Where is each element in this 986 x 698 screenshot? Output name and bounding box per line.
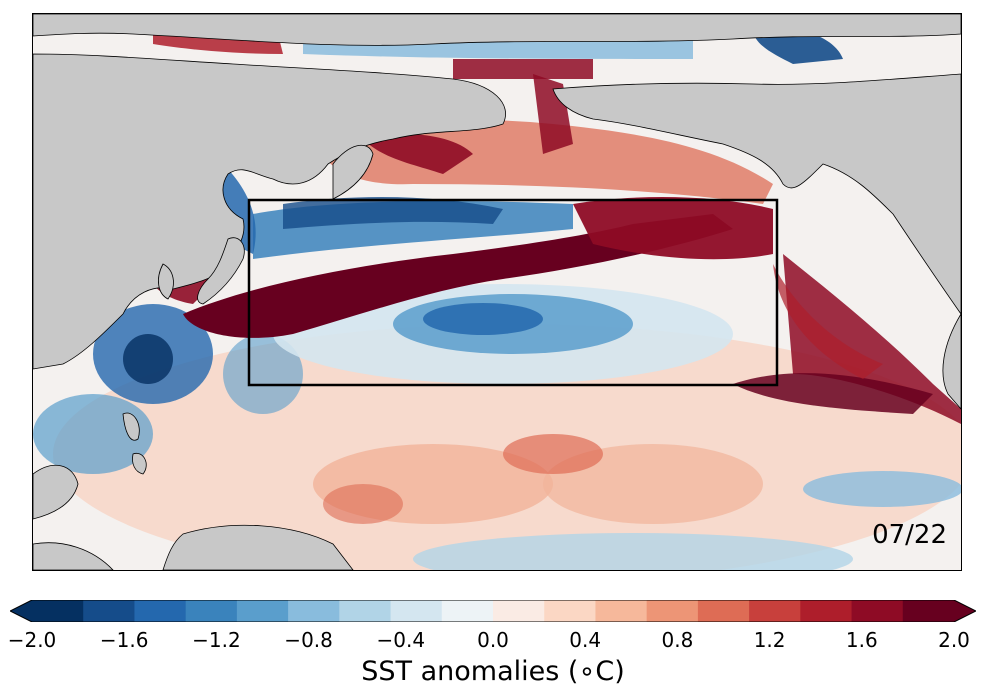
colorbar-tick-label: −2.0 [7, 628, 57, 652]
date-label: 07/22 [872, 520, 947, 550]
colorbar-segment [339, 600, 392, 622]
colorbar-segment [83, 600, 135, 622]
colorbar-segment [697, 600, 750, 622]
colorbar-tick-label: 0.4 [569, 628, 602, 652]
colorbar [10, 600, 976, 622]
sst-anomaly-map: 07/22 [32, 13, 962, 571]
colorbar-segment [800, 600, 853, 622]
land-masses [33, 14, 961, 570]
colorbar-title: SST anomalies (∘C) [361, 656, 625, 687]
colorbar-extend-max [954, 600, 976, 622]
colorbar-segment [236, 600, 289, 622]
colorbar-segment [851, 600, 904, 622]
colorbar-segment [493, 600, 545, 622]
colorbar-tick-label: 0.8 [661, 628, 694, 652]
colorbar-segment [390, 600, 443, 622]
colorbar-extend-min [10, 600, 32, 622]
colorbar-segment [185, 600, 238, 622]
colorbar-segment [544, 600, 596, 622]
map-canvas [33, 14, 961, 570]
colorbar-tick-label: 2.0 [938, 628, 970, 652]
colorbar-segment [441, 600, 494, 622]
colorbar-segment [595, 600, 648, 622]
colorbar-segment [32, 600, 84, 622]
colorbar-tick-label: −0.8 [284, 628, 333, 652]
colorbar-segment [288, 600, 340, 622]
region-box [247, 198, 779, 387]
colorbar-tick-label: −0.4 [376, 628, 426, 652]
colorbar-tick-label: 0.0 [477, 628, 509, 652]
colorbar-segment [902, 600, 955, 622]
colorbar-tick-label: −1.6 [99, 628, 149, 652]
colorbar-segment [646, 600, 699, 622]
colorbar-tick-label: 1.2 [753, 628, 786, 652]
colorbar-segment [134, 600, 187, 622]
colorbar-tick-label: 1.6 [845, 628, 878, 652]
colorbar-tick-label: −1.2 [192, 628, 241, 652]
colorbar-segment [749, 600, 801, 622]
